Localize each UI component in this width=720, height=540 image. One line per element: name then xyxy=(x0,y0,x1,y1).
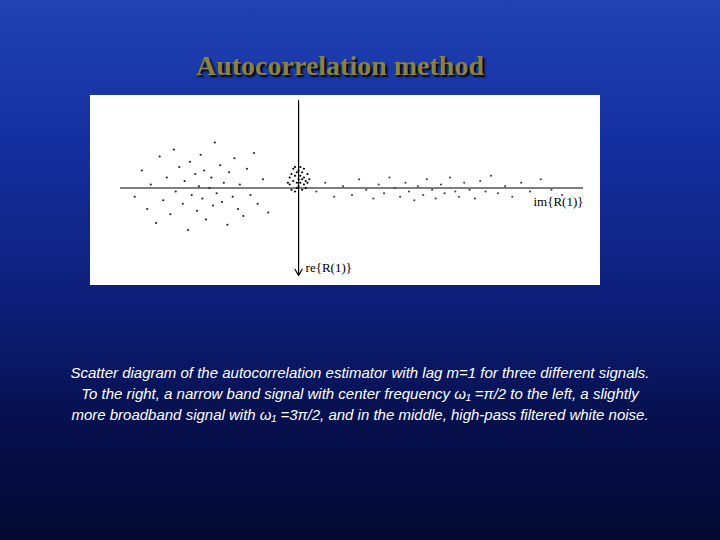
html-text:To the right, a narrow band si: To the right, a narrow band signal with … xyxy=(81,385,639,402)
html-text:Scatter diagram of the autocor: Scatter diagram of the autocorrelation e… xyxy=(70,364,650,381)
html-text:more broadband signal with ω₁: more broadband signal with ω₁ =3π/2, and… xyxy=(71,406,649,423)
svg-text:re{R(1)}: re{R(1)} xyxy=(306,260,352,275)
svg-text:im{R(1)}: im{R(1)} xyxy=(533,194,583,209)
html-text:Autocorrelation method: Autocorrelation method xyxy=(196,50,484,81)
